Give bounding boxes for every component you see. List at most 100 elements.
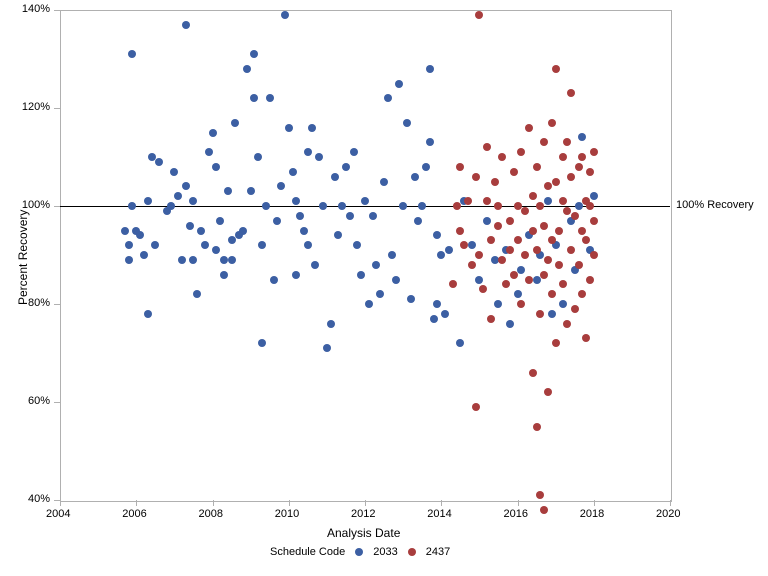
- data-point: [559, 153, 567, 161]
- data-point: [342, 163, 350, 171]
- y-tick-label: 60%: [28, 395, 50, 407]
- data-point: [250, 94, 258, 102]
- data-point: [441, 310, 449, 318]
- data-point: [361, 197, 369, 205]
- legend-item-label: 2033: [373, 546, 397, 558]
- data-point: [540, 222, 548, 230]
- data-point: [250, 50, 258, 58]
- data-point: [567, 89, 575, 97]
- data-point: [212, 246, 220, 254]
- data-point: [228, 256, 236, 264]
- x-tick-label: 2020: [656, 508, 680, 520]
- data-point: [403, 119, 411, 127]
- data-point: [586, 202, 594, 210]
- data-point: [239, 227, 247, 235]
- data-point: [468, 241, 476, 249]
- data-point: [475, 11, 483, 19]
- data-point: [544, 256, 552, 264]
- data-point: [506, 217, 514, 225]
- data-point: [533, 423, 541, 431]
- data-point: [125, 256, 133, 264]
- data-point: [128, 202, 136, 210]
- data-point: [281, 11, 289, 19]
- data-point: [456, 227, 464, 235]
- data-point: [319, 202, 327, 210]
- x-tick: [365, 500, 366, 506]
- data-point: [502, 280, 510, 288]
- data-point: [331, 173, 339, 181]
- data-point: [548, 290, 556, 298]
- data-point: [346, 212, 354, 220]
- x-tick: [518, 500, 519, 506]
- data-point: [422, 163, 430, 171]
- data-point: [494, 300, 502, 308]
- x-tick-label: 2006: [122, 508, 146, 520]
- data-point: [555, 227, 563, 235]
- data-point: [189, 197, 197, 205]
- data-point: [575, 261, 583, 269]
- data-point: [212, 163, 220, 171]
- data-point: [270, 276, 278, 284]
- data-point: [483, 143, 491, 151]
- data-point: [384, 94, 392, 102]
- data-point: [125, 241, 133, 249]
- data-point: [151, 241, 159, 249]
- data-point: [571, 305, 579, 313]
- data-point: [517, 148, 525, 156]
- data-point: [559, 280, 567, 288]
- data-point: [575, 163, 583, 171]
- data-point: [552, 65, 560, 73]
- y-tick-label: 80%: [28, 297, 50, 309]
- x-tick: [60, 500, 61, 506]
- data-point: [311, 261, 319, 269]
- data-point: [300, 227, 308, 235]
- data-point: [590, 148, 598, 156]
- data-point: [433, 300, 441, 308]
- data-point: [258, 241, 266, 249]
- data-point: [578, 227, 586, 235]
- data-point: [498, 153, 506, 161]
- data-point: [262, 202, 270, 210]
- x-tick: [441, 500, 442, 506]
- data-point: [353, 241, 361, 249]
- data-point: [567, 246, 575, 254]
- data-point: [494, 222, 502, 230]
- data-point: [182, 21, 190, 29]
- data-point: [525, 124, 533, 132]
- data-point: [292, 197, 300, 205]
- data-point: [182, 182, 190, 190]
- data-point: [167, 202, 175, 210]
- data-point: [372, 261, 380, 269]
- data-point: [376, 290, 384, 298]
- data-point: [548, 119, 556, 127]
- data-point: [529, 369, 537, 377]
- data-point: [369, 212, 377, 220]
- data-point: [582, 236, 590, 244]
- data-point: [540, 271, 548, 279]
- data-point: [586, 168, 594, 176]
- data-point: [533, 246, 541, 254]
- data-point: [552, 339, 560, 347]
- data-point: [231, 119, 239, 127]
- data-point: [548, 236, 556, 244]
- data-point: [514, 290, 522, 298]
- data-point: [582, 334, 590, 342]
- data-point: [144, 197, 152, 205]
- data-point: [323, 344, 331, 352]
- x-tick: [136, 500, 137, 506]
- data-point: [243, 65, 251, 73]
- x-tick-label: 2014: [427, 508, 451, 520]
- data-point: [426, 138, 434, 146]
- data-point: [525, 276, 533, 284]
- data-point: [510, 271, 518, 279]
- data-point: [273, 217, 281, 225]
- data-point: [506, 320, 514, 328]
- data-point: [296, 212, 304, 220]
- x-axis-title: Analysis Date: [327, 526, 400, 540]
- data-point: [186, 222, 194, 230]
- reference-line-label: 100% Recovery: [676, 199, 754, 211]
- data-point: [494, 202, 502, 210]
- data-point: [456, 163, 464, 171]
- data-point: [411, 173, 419, 181]
- data-point: [590, 192, 598, 200]
